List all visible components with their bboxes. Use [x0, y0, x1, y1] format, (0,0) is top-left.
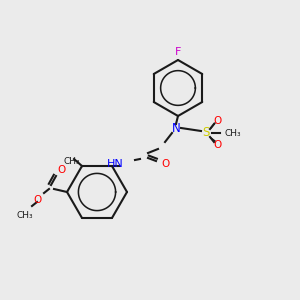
Text: S: S: [202, 127, 210, 140]
Text: F: F: [175, 47, 181, 57]
Text: O: O: [58, 165, 66, 175]
Text: CH₃: CH₃: [17, 212, 33, 220]
Text: O: O: [33, 195, 41, 205]
Text: CH₃: CH₃: [225, 128, 241, 137]
Text: O: O: [214, 140, 222, 150]
Text: CH₃: CH₃: [64, 157, 80, 166]
Text: N: N: [172, 122, 180, 134]
Text: O: O: [161, 159, 169, 169]
Text: O: O: [214, 116, 222, 126]
Text: HN: HN: [107, 159, 124, 169]
